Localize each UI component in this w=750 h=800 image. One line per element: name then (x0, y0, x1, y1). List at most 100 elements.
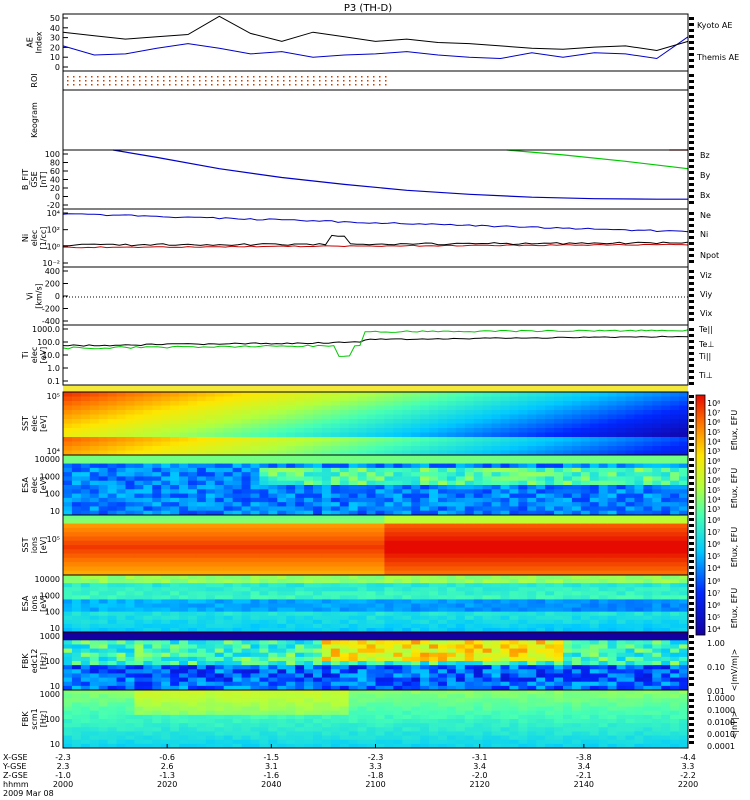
spectrogram-cell (384, 396, 394, 402)
spectrogram-cell (268, 545, 278, 550)
spectrogram-cell (384, 636, 394, 641)
spectrogram-cell (545, 510, 555, 516)
spectrogram-cell (438, 467, 448, 473)
spectrogram-cell (295, 463, 305, 469)
spectrogram-cell (80, 432, 91, 438)
spectrogram-cell (125, 527, 135, 533)
spectrogram-cell (545, 591, 555, 596)
spectrogram-cell (107, 673, 118, 679)
spectrogram-cell (679, 570, 689, 576)
spectrogram-cell (250, 603, 260, 609)
spectrogram-cell (161, 591, 171, 596)
spectrogram-cell (473, 570, 484, 576)
spectrogram-cell (205, 450, 216, 456)
spectrogram-cell (259, 553, 269, 559)
spectrogram-cell (313, 570, 323, 576)
spectrogram-cell (375, 685, 385, 691)
spectrogram-cell (509, 467, 519, 473)
spectrogram-cell (500, 419, 510, 424)
spectrogram-cell (589, 455, 600, 460)
spectrogram-cell (286, 615, 296, 621)
spectrogram-cell (321, 410, 332, 415)
spectrogram-cell (321, 677, 332, 683)
spectrogram-cell (491, 532, 501, 537)
ytick-bfit: 20 (50, 184, 60, 193)
spectrogram-cell (455, 480, 466, 486)
spectrogram-cell (268, 681, 278, 687)
spectrogram-cell (348, 549, 359, 555)
spectrogram-cell (179, 587, 189, 592)
spectrogram-cell (348, 627, 359, 633)
spectrogram-cell (375, 396, 385, 402)
spectrogram-cell (241, 437, 251, 442)
spectrogram-cell (80, 467, 91, 473)
spectrogram-cell (339, 611, 350, 617)
spectrogram-cell (563, 587, 573, 592)
spectrogram-cell (71, 677, 82, 683)
spectrogram-cell (536, 515, 546, 520)
spectrogram-cell (571, 428, 582, 433)
spectrogram-cell (134, 476, 144, 482)
spectrogram-cell (643, 441, 653, 447)
spectrogram-cell (125, 523, 135, 529)
spectrogram-cell (393, 536, 403, 542)
spectrogram-cell (473, 485, 484, 490)
spectrogram-cell (125, 623, 135, 629)
spectrogram-cell (295, 579, 305, 584)
spectrogram-cell (420, 575, 430, 580)
spectrogram-cell (223, 472, 234, 477)
spectrogram-cell (616, 432, 626, 438)
spectrogram-cell (348, 545, 359, 550)
spectrogram-cell (71, 595, 82, 600)
spectrogram-cell (98, 583, 109, 588)
spectrogram-cell (580, 446, 591, 451)
spectrogram-cell (80, 623, 91, 629)
spectrogram-cell (161, 523, 171, 529)
spectrogram-cell (116, 611, 126, 617)
spectrogram-cell (661, 583, 671, 588)
spectrogram-cell (295, 493, 305, 499)
spectrogram-cell (304, 515, 314, 520)
ylabel-esa_e: ESA (21, 477, 30, 493)
spectrogram-cell (679, 489, 689, 495)
spectrogram-cell (625, 502, 635, 507)
spectrogram-cell (321, 523, 332, 529)
spectrogram-cell (455, 446, 466, 451)
spectrogram-cell (536, 623, 546, 629)
ylabel-sst_e: [eV] (39, 415, 48, 432)
spectrogram-cell (393, 557, 403, 563)
spectrogram-cell (89, 665, 100, 670)
spectrogram-cell (321, 472, 332, 477)
spectrogram-cell (232, 540, 243, 546)
spectrogram-cell (473, 472, 484, 477)
spectrogram-cell (161, 562, 171, 567)
spectrogram-cell (170, 599, 180, 604)
spectrogram-cell (661, 467, 671, 473)
spectrogram-cell (107, 432, 118, 438)
spectrogram-cell (232, 405, 243, 411)
spectrogram-cell (402, 591, 412, 596)
spectrogram-cell (473, 540, 484, 546)
spectrogram-cell (625, 446, 635, 451)
spectrogram-cell (116, 673, 126, 679)
spectrogram-cell (268, 455, 278, 460)
spectrogram-cell (545, 401, 555, 406)
spectrogram-cell (170, 623, 180, 629)
spectrogram-cell (598, 619, 609, 625)
spectrogram-cell (438, 428, 448, 433)
spectrogram-cell (679, 441, 689, 447)
spectrogram-cell (330, 640, 341, 645)
spectrogram-cell (80, 549, 91, 555)
spectrogram-cell (286, 640, 296, 645)
spectrogram-cell (411, 523, 421, 529)
spectrogram-cell (107, 497, 118, 503)
spectrogram-cell (152, 540, 162, 546)
spectrogram-cell (98, 549, 109, 555)
spectrogram-cell (134, 536, 144, 542)
spectrogram-cell (107, 441, 118, 447)
spectrogram-cell (518, 396, 528, 402)
spectrogram-cell (509, 636, 519, 641)
spectrogram-cell (98, 640, 109, 645)
spectrogram-cell (223, 515, 234, 520)
spectrogram-cell (455, 640, 466, 645)
